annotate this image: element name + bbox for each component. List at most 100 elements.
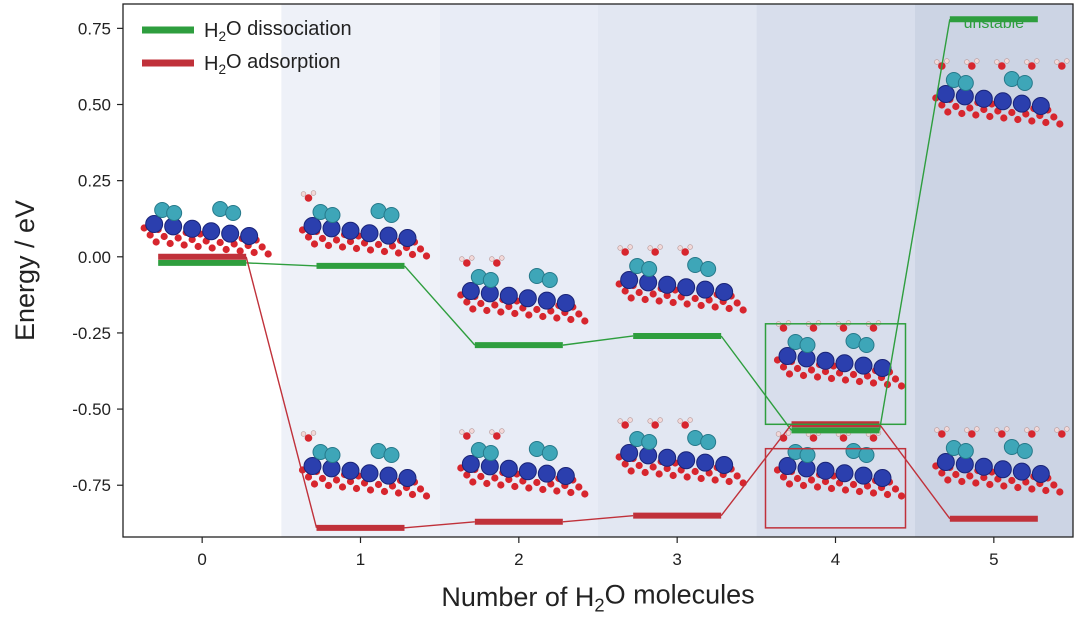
oxygen-atom — [821, 367, 830, 376]
background-band — [439, 4, 598, 537]
oxygen-atom — [511, 309, 519, 318]
metal-atom — [696, 453, 715, 472]
metal-atom — [854, 356, 873, 375]
molecule-structure — [298, 190, 431, 260]
water-hydrogen — [677, 418, 683, 424]
water-hydrogen — [974, 426, 980, 432]
water-oxygen — [493, 432, 501, 440]
oxygen-atom — [374, 240, 383, 249]
oxygen-atom — [188, 235, 196, 244]
oxygen-atom — [635, 461, 643, 470]
surface-atom — [482, 272, 499, 288]
metal-atom — [537, 291, 556, 310]
water-hydrogen — [845, 320, 852, 326]
oxygen-atom — [258, 243, 266, 251]
surface-atom — [641, 261, 658, 277]
water-hydrogen — [1054, 427, 1060, 433]
oxygen-atom — [944, 476, 952, 484]
oxygen-atom — [318, 234, 327, 243]
oxygen-atom — [1028, 117, 1036, 125]
molecule-structure — [932, 58, 1070, 128]
water-hydrogen — [1054, 59, 1060, 65]
oxygen-atom — [567, 488, 575, 497]
oxygen-atom — [691, 467, 699, 476]
oxygen-atom — [1050, 113, 1058, 121]
y-tick-label: -0.25 — [72, 324, 111, 343]
metal-atom — [677, 451, 696, 470]
oxygen-atom — [966, 104, 974, 112]
metal-atom — [360, 464, 379, 483]
oxygen-atom — [952, 470, 960, 479]
oxygen-atom — [318, 474, 327, 483]
oxygen-atom — [1050, 481, 1058, 489]
oxygen-atom — [416, 245, 425, 253]
molecule-structure — [615, 244, 747, 314]
metal-atom — [1031, 97, 1050, 115]
metal-atom — [398, 469, 417, 487]
metal-atom — [379, 226, 398, 245]
oxygen-atom — [539, 312, 547, 321]
metal-atom — [303, 217, 322, 235]
water-oxygen — [809, 324, 818, 332]
metal-atom — [873, 359, 892, 377]
metal-atom — [303, 457, 322, 475]
water-oxygen — [621, 248, 629, 256]
metal-atom — [835, 464, 854, 483]
oxygen-atom — [525, 311, 533, 319]
highlight-boxes — [764, 323, 907, 529]
series-0-connector — [562, 335, 634, 346]
oxygen-atom — [374, 480, 383, 489]
water-hydrogen — [499, 255, 505, 261]
oxygen-atom — [779, 363, 788, 371]
oxygen-atom — [469, 478, 477, 486]
oxygen-atom — [821, 477, 830, 486]
water-hydrogen — [1034, 58, 1040, 64]
oxygen-atom — [416, 485, 425, 493]
oxygen-atom — [972, 479, 980, 487]
series-1-connector — [245, 256, 318, 529]
x-tick-label: 4 — [831, 550, 840, 569]
oxygen-atom — [497, 481, 505, 489]
oxygen-atom — [505, 302, 513, 311]
molecule-structure — [615, 417, 747, 487]
metal-atom — [341, 461, 360, 480]
water-hydrogen — [687, 244, 693, 250]
water-hydrogen — [469, 255, 475, 261]
oxygen-atom — [663, 291, 671, 300]
metal-atom — [537, 464, 556, 483]
oxygen-atom — [408, 250, 417, 259]
metal-atom — [341, 221, 360, 240]
water-hydrogen — [944, 426, 950, 432]
water-hydrogen — [657, 417, 663, 423]
surface-atom — [858, 447, 875, 463]
metal-atom — [499, 286, 518, 305]
molecule-structure — [457, 428, 589, 498]
oxygen-atom — [1008, 108, 1016, 117]
oxygen-atom — [691, 294, 699, 303]
oxygen-atom — [938, 469, 946, 477]
oxygen-atom — [394, 249, 403, 257]
molecule-structures — [140, 58, 1070, 500]
axis-titles: Number of H2O molecules Energy / eV — [10, 200, 755, 616]
oxygen-atom — [338, 243, 347, 251]
oxygen-atom — [855, 377, 864, 386]
adsorption-highlight-box — [764, 447, 907, 529]
oxygen-atom — [938, 101, 946, 109]
surface-atom — [541, 272, 558, 288]
y-tick-label: 0.50 — [78, 96, 111, 115]
metal-atom — [620, 271, 639, 289]
oxygen-atom — [799, 481, 808, 490]
oxygen-atom — [1042, 486, 1050, 495]
x-axis-title: Number of H2O molecules — [441, 579, 754, 615]
y-axis-title: Energy / eV — [10, 200, 40, 341]
surface-atom — [700, 434, 717, 450]
water-hydrogen — [934, 427, 940, 433]
oxygen-atom — [785, 480, 794, 488]
series-1-connector — [878, 423, 951, 520]
metal-atom — [556, 467, 575, 485]
plot-border — [122, 3, 1074, 538]
metal-atom — [145, 215, 164, 233]
oxygen-atom — [324, 241, 333, 250]
oxygen-atom — [793, 474, 802, 483]
metal-atom — [778, 347, 797, 365]
